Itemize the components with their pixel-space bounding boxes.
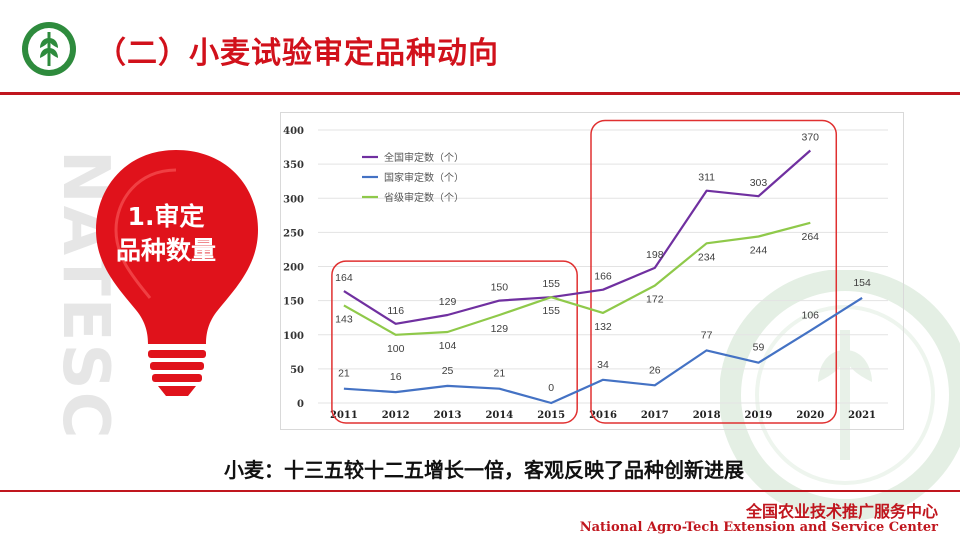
x-tick-label: 2014 bbox=[485, 410, 513, 421]
y-tick-label: 400 bbox=[283, 126, 304, 137]
y-tick-label: 200 bbox=[283, 263, 304, 274]
y-tick-label: 100 bbox=[283, 331, 304, 342]
x-tick-label: 2019 bbox=[745, 410, 773, 421]
y-tick-label: 350 bbox=[283, 160, 304, 171]
data-label: 100 bbox=[387, 343, 405, 355]
data-label: 143 bbox=[335, 313, 353, 325]
data-label: 16 bbox=[390, 371, 402, 383]
data-label: 34 bbox=[597, 359, 609, 371]
data-label: 311 bbox=[698, 172, 715, 184]
footer-divider bbox=[0, 490, 960, 492]
wheat-logo-icon bbox=[22, 22, 76, 76]
x-tick-label: 2012 bbox=[382, 410, 410, 421]
footer-org-cn: 全国农业技术推广服务中心 bbox=[745, 502, 938, 521]
data-label: 150 bbox=[491, 282, 509, 294]
data-label: 25 bbox=[442, 365, 454, 377]
data-label: 26 bbox=[649, 364, 661, 376]
highlight-box bbox=[590, 119, 838, 424]
y-tick-label: 0 bbox=[297, 399, 304, 410]
series-line bbox=[343, 296, 863, 405]
data-label: 21 bbox=[494, 368, 506, 380]
x-tick-label: 2021 bbox=[848, 410, 876, 421]
bulb-label: 1.审定 品种数量 bbox=[96, 200, 236, 268]
data-label: 234 bbox=[698, 251, 716, 263]
page-title: （二）小麦试验审定品种动向 bbox=[96, 36, 499, 71]
y-tick-label: 300 bbox=[283, 194, 304, 205]
series-line bbox=[343, 149, 812, 325]
data-label: 154 bbox=[853, 277, 871, 289]
data-label: 244 bbox=[750, 244, 768, 256]
chart-frame bbox=[280, 112, 904, 430]
data-label: 77 bbox=[701, 329, 713, 341]
x-tick-label: 2018 bbox=[693, 410, 721, 421]
data-label: 198 bbox=[646, 249, 664, 261]
data-label: 166 bbox=[594, 271, 612, 283]
legend-label: 全国审定数（个） bbox=[384, 151, 464, 164]
lightbulb-icon bbox=[96, 150, 258, 396]
data-label: 155 bbox=[542, 278, 560, 290]
header-divider bbox=[0, 92, 960, 95]
data-label: 59 bbox=[753, 342, 765, 354]
data-label: 164 bbox=[335, 272, 353, 284]
x-tick-label: 2015 bbox=[537, 410, 565, 421]
data-label: 129 bbox=[491, 323, 509, 335]
data-label: 132 bbox=[594, 321, 612, 333]
data-label: 129 bbox=[439, 296, 457, 308]
data-label: 155 bbox=[542, 305, 560, 317]
x-tick-label: 2011 bbox=[330, 410, 358, 421]
data-label: 104 bbox=[439, 340, 457, 352]
seal-watermark-icon bbox=[720, 270, 960, 520]
data-label: 303 bbox=[750, 177, 768, 189]
x-tick-label: 2020 bbox=[796, 410, 824, 421]
bulb-label-line1: 1.审定 bbox=[127, 202, 205, 231]
series-line bbox=[343, 221, 811, 336]
x-tick-label: 2016 bbox=[589, 410, 617, 421]
data-label: 264 bbox=[802, 231, 820, 243]
x-tick-label: 2017 bbox=[641, 410, 669, 421]
highlight-box bbox=[331, 260, 578, 424]
footer-org-en: National Agro-Tech Extension and Service… bbox=[579, 520, 938, 535]
data-label: 0 bbox=[548, 382, 554, 394]
legend-label: 国家审定数（个） bbox=[384, 171, 464, 184]
data-label: 106 bbox=[802, 310, 820, 322]
y-tick-label: 250 bbox=[283, 228, 304, 239]
x-tick-label: 2013 bbox=[434, 410, 462, 421]
data-label: 370 bbox=[802, 131, 820, 143]
y-tick-label: 50 bbox=[290, 365, 304, 376]
data-label: 172 bbox=[646, 294, 664, 306]
legend-label: 省级审定数（个） bbox=[384, 191, 464, 204]
y-tick-label: 150 bbox=[283, 297, 304, 308]
summary-text: 小麦：十三五较十二五增长一倍，客观反映了品种创新进展 bbox=[224, 458, 744, 482]
bulb-label-line2: 品种数量 bbox=[115, 236, 216, 265]
data-label: 21 bbox=[338, 368, 350, 380]
data-label: 116 bbox=[387, 305, 404, 317]
